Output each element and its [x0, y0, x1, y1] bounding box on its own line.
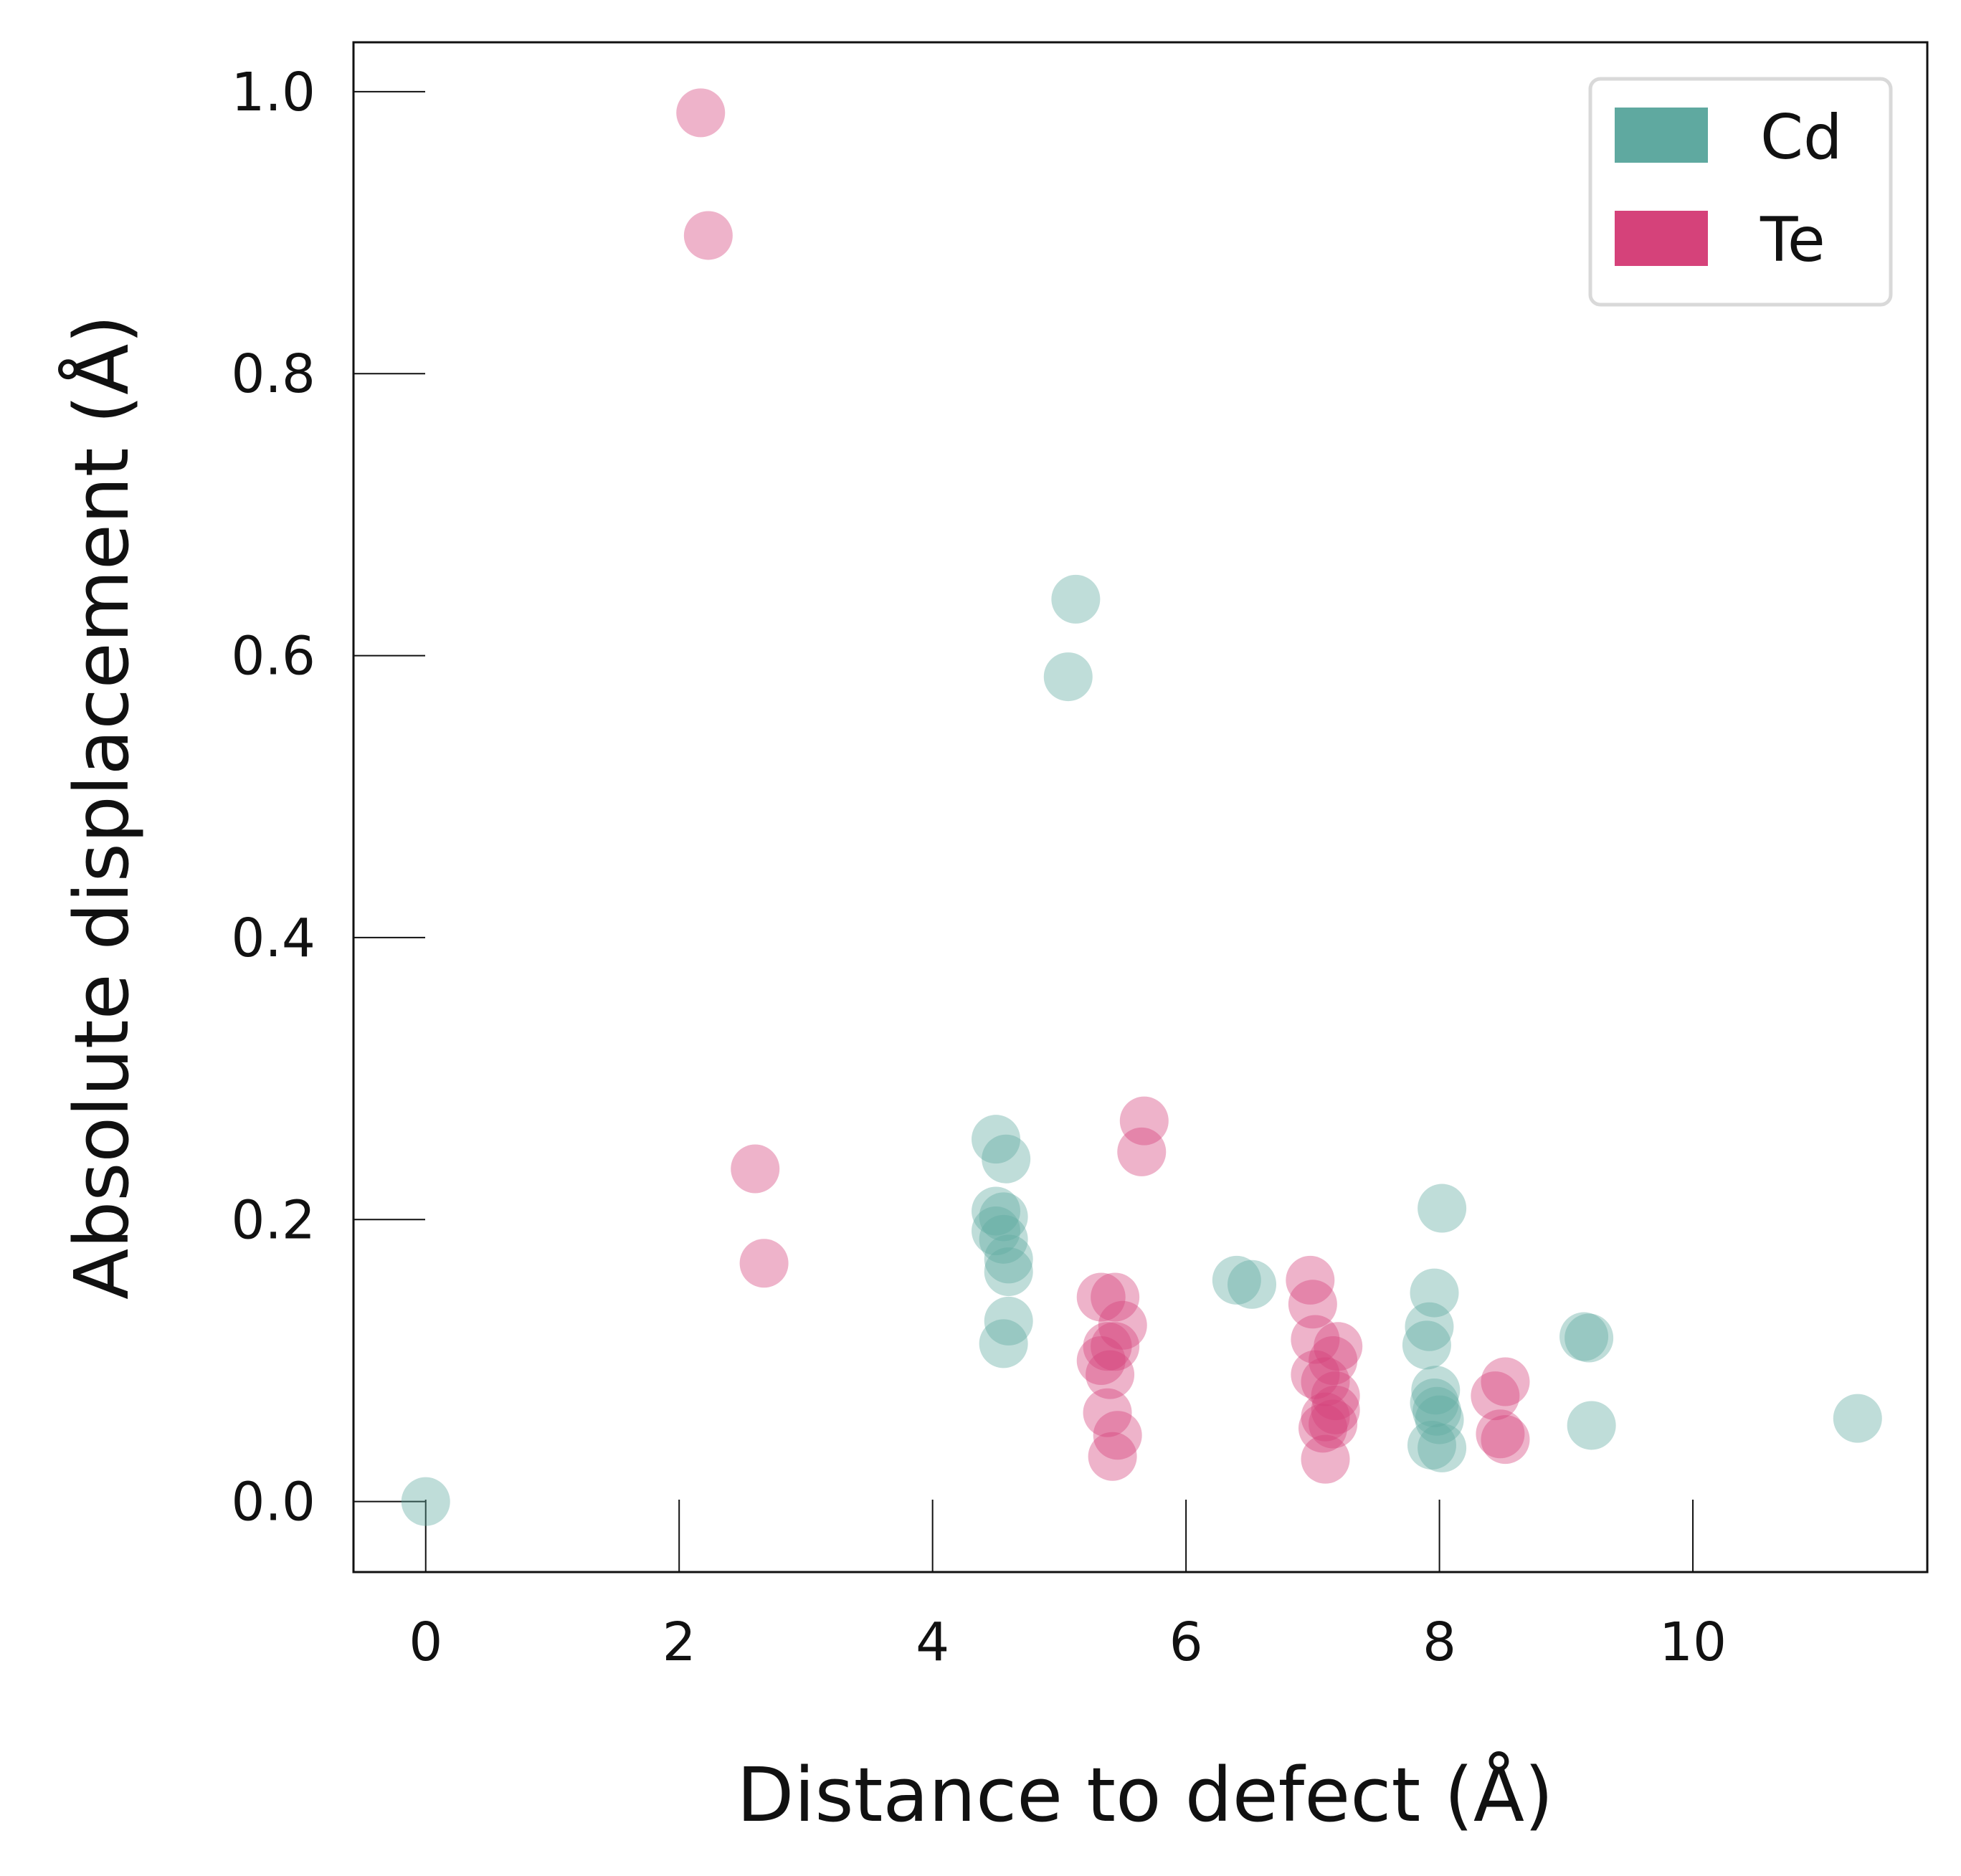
point-te — [1309, 1335, 1358, 1385]
point-te — [1311, 1385, 1360, 1434]
point-cd — [1567, 1401, 1616, 1450]
legend-swatch-te — [1615, 211, 1708, 266]
point-te — [1291, 1315, 1340, 1364]
point-cd — [401, 1477, 450, 1526]
x-tick-label: 8 — [1423, 1611, 1456, 1673]
point-cd — [979, 1319, 1028, 1368]
point-cd — [1043, 652, 1093, 702]
point-cd — [984, 1234, 1033, 1284]
point-cd — [1564, 1313, 1614, 1363]
x-tick-label: 6 — [1169, 1611, 1203, 1673]
point-te — [1314, 1322, 1363, 1371]
point-te — [1481, 1415, 1530, 1465]
point-cd — [979, 1192, 1028, 1242]
point-cd — [1410, 1378, 1459, 1427]
legend-label-cd: Cd — [1760, 102, 1843, 173]
point-te — [1286, 1255, 1335, 1305]
legend: Cd Te — [1588, 77, 1893, 307]
point-te — [1093, 1411, 1142, 1460]
point-te — [1083, 1388, 1132, 1437]
point-te — [1291, 1350, 1340, 1399]
point-te — [1117, 1127, 1167, 1176]
point-te — [1298, 1404, 1347, 1453]
x-tick-label: 10 — [1659, 1611, 1727, 1673]
point-te — [1076, 1335, 1126, 1385]
point-te — [1481, 1357, 1530, 1406]
series-cd — [401, 574, 1882, 1526]
point-cd — [1402, 1320, 1451, 1370]
y-tick-label: 0.4 — [231, 908, 315, 969]
point-cd — [984, 1247, 1033, 1297]
y-tick-label: 0.6 — [231, 626, 315, 687]
y-tick-label: 0.8 — [231, 343, 315, 405]
point-te — [1119, 1096, 1169, 1146]
point-cd — [1833, 1394, 1882, 1443]
point-cd — [1051, 574, 1101, 624]
point-cd — [1559, 1312, 1609, 1361]
point-cd — [1212, 1255, 1261, 1305]
y-tick-label: 0.2 — [231, 1189, 315, 1251]
y-axis-label: Absolute displacement (Å) — [58, 315, 146, 1300]
point-cd — [982, 1134, 1031, 1184]
point-cd — [1418, 1423, 1467, 1472]
x-tick-label: 0 — [409, 1611, 442, 1673]
point-cd — [972, 1186, 1021, 1236]
point-cd — [1405, 1302, 1454, 1351]
point-cd — [1412, 1386, 1462, 1436]
series-te — [676, 88, 1530, 1484]
legend-swatch-cd — [1615, 108, 1708, 163]
point-cd — [1407, 1420, 1456, 1470]
point-te — [1076, 1272, 1126, 1322]
point-te — [1091, 1272, 1140, 1322]
point-te — [739, 1239, 789, 1288]
y-tick-label: 0.0 — [231, 1472, 315, 1533]
x-axis-label: Distance to defect (Å) — [736, 1751, 1553, 1839]
point-cd — [1415, 1395, 1464, 1444]
point-te — [1088, 1432, 1137, 1481]
point-te — [1301, 1434, 1350, 1484]
point-cd — [979, 1214, 1028, 1264]
point-cd — [984, 1296, 1033, 1346]
x-tick-label: 4 — [916, 1611, 949, 1673]
point-te — [1098, 1300, 1147, 1350]
point-te — [1476, 1409, 1525, 1459]
point-te — [1086, 1350, 1135, 1399]
point-te — [1083, 1322, 1132, 1371]
point-cd — [1418, 1184, 1467, 1233]
point-cd — [1410, 1268, 1459, 1318]
plot-frame — [352, 41, 1929, 1573]
point-cd — [1411, 1366, 1461, 1415]
point-te — [1288, 1280, 1337, 1329]
point-te — [1311, 1371, 1360, 1421]
legend-label-te: Te — [1760, 204, 1825, 276]
x-tick-label: 2 — [663, 1611, 696, 1673]
point-te — [683, 211, 733, 260]
y-tick-label: 1.0 — [231, 62, 315, 123]
point-te — [676, 88, 726, 138]
point-te — [1301, 1392, 1350, 1442]
point-te — [1301, 1357, 1350, 1406]
point-te — [731, 1144, 780, 1194]
point-cd — [972, 1206, 1021, 1256]
point-te — [1091, 1322, 1140, 1371]
point-te — [1471, 1371, 1520, 1421]
point-cd — [1228, 1260, 1277, 1309]
point-cd — [972, 1115, 1021, 1164]
point-te — [1309, 1399, 1358, 1449]
